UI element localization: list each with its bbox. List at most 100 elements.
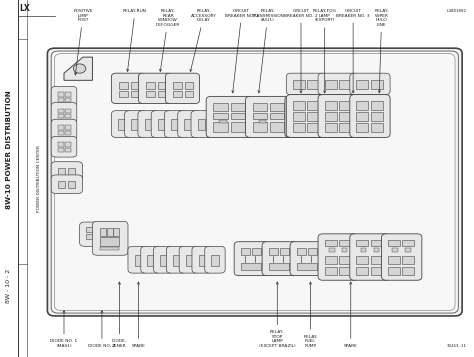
Bar <box>329 248 335 252</box>
Text: POWER DISTRIBUTION CENTER: POWER DISTRIBUTION CENTER <box>37 145 41 212</box>
Bar <box>293 101 305 110</box>
Bar <box>147 255 155 266</box>
FancyBboxPatch shape <box>51 136 77 157</box>
Bar <box>310 103 324 111</box>
Bar <box>310 113 324 119</box>
Bar <box>185 82 193 89</box>
Bar <box>186 255 193 266</box>
Bar <box>356 267 368 275</box>
Bar <box>269 248 278 255</box>
Bar <box>68 168 75 175</box>
Bar <box>100 228 106 236</box>
Bar <box>292 122 306 132</box>
Bar <box>65 98 71 102</box>
Bar <box>213 103 228 111</box>
Bar <box>86 227 93 232</box>
Bar <box>270 103 284 111</box>
FancyBboxPatch shape <box>111 73 146 104</box>
Bar <box>65 125 71 130</box>
Text: RELAY-
TRANSMISSION
(A/U1): RELAY- TRANSMISSION (A/U1) <box>251 9 284 93</box>
Bar <box>280 248 289 255</box>
Bar <box>371 256 383 264</box>
Bar <box>297 263 317 270</box>
Text: SPARE: SPARE <box>344 282 358 348</box>
Bar <box>325 123 337 132</box>
Bar <box>371 80 383 89</box>
FancyBboxPatch shape <box>192 246 212 273</box>
Text: RELAY-
FUEL
PUMP: RELAY- FUEL PUMP <box>303 282 318 348</box>
FancyBboxPatch shape <box>165 73 200 104</box>
Bar <box>356 240 368 246</box>
Bar <box>325 267 337 275</box>
Bar <box>293 80 305 89</box>
Bar <box>135 255 142 266</box>
FancyBboxPatch shape <box>324 96 371 137</box>
FancyBboxPatch shape <box>166 246 187 273</box>
Bar <box>213 113 228 119</box>
Bar <box>269 263 289 270</box>
Bar <box>100 237 118 246</box>
Text: DIODE-
ZENER: DIODE- ZENER <box>112 282 127 348</box>
FancyBboxPatch shape <box>191 111 212 137</box>
Bar <box>356 256 368 264</box>
Bar <box>293 112 305 121</box>
FancyBboxPatch shape <box>47 48 462 316</box>
Text: 33263-11: 33263-11 <box>447 344 467 348</box>
Bar <box>119 91 128 97</box>
Bar <box>339 112 351 121</box>
Bar <box>146 91 155 97</box>
FancyBboxPatch shape <box>138 111 159 137</box>
Bar <box>58 109 64 113</box>
FancyBboxPatch shape <box>125 111 146 137</box>
Bar <box>184 119 192 130</box>
FancyBboxPatch shape <box>285 96 331 137</box>
FancyBboxPatch shape <box>179 246 200 273</box>
Text: 8W - 10 - 2: 8W - 10 - 2 <box>6 268 11 303</box>
Bar <box>65 109 71 113</box>
Bar <box>297 248 306 255</box>
Bar <box>270 122 284 132</box>
Text: RELAY-FOG
LAMP
(EXPORT): RELAY-FOG LAMP (EXPORT) <box>313 9 337 93</box>
Bar <box>131 119 139 130</box>
Text: RELAY-
REAR
WINDOW
DEFOGGER: RELAY- REAR WINDOW DEFOGGER <box>156 9 181 71</box>
FancyBboxPatch shape <box>154 246 174 273</box>
Bar <box>307 80 319 89</box>
Bar <box>253 122 267 132</box>
FancyBboxPatch shape <box>286 95 327 137</box>
FancyBboxPatch shape <box>290 242 326 276</box>
Bar <box>388 240 400 246</box>
Bar <box>308 248 317 255</box>
Bar <box>307 123 319 132</box>
Polygon shape <box>64 57 92 80</box>
Bar <box>374 248 379 252</box>
Bar <box>211 255 219 266</box>
FancyBboxPatch shape <box>234 242 270 276</box>
Text: L3001002: L3001002 <box>447 9 467 13</box>
Bar <box>241 248 250 255</box>
Text: RELAY-
ACCESSORY
DELAY: RELAY- ACCESSORY DELAY <box>190 9 217 71</box>
Bar <box>158 82 166 89</box>
Bar <box>65 92 71 97</box>
Bar <box>339 123 351 132</box>
Text: RELAY-
STOP
LAMP
(EXCEPT BRAZIL): RELAY- STOP LAMP (EXCEPT BRAZIL) <box>259 282 296 348</box>
FancyBboxPatch shape <box>178 111 199 137</box>
Bar <box>113 228 119 236</box>
Bar <box>65 114 71 118</box>
Bar <box>58 142 64 147</box>
FancyBboxPatch shape <box>164 111 185 137</box>
Bar <box>58 148 64 152</box>
Bar <box>171 119 179 130</box>
Bar <box>58 181 65 188</box>
FancyBboxPatch shape <box>128 246 148 273</box>
Bar <box>331 103 346 111</box>
Text: CIRCUIT
BREAKER NO. 3: CIRCUIT BREAKER NO. 3 <box>337 9 370 93</box>
Bar <box>349 103 363 111</box>
Bar <box>402 240 414 246</box>
Bar <box>107 228 113 236</box>
Bar <box>325 112 337 121</box>
FancyBboxPatch shape <box>382 234 422 280</box>
Bar <box>339 267 351 275</box>
Bar <box>231 103 245 111</box>
Bar <box>119 82 128 89</box>
Bar <box>339 240 351 246</box>
